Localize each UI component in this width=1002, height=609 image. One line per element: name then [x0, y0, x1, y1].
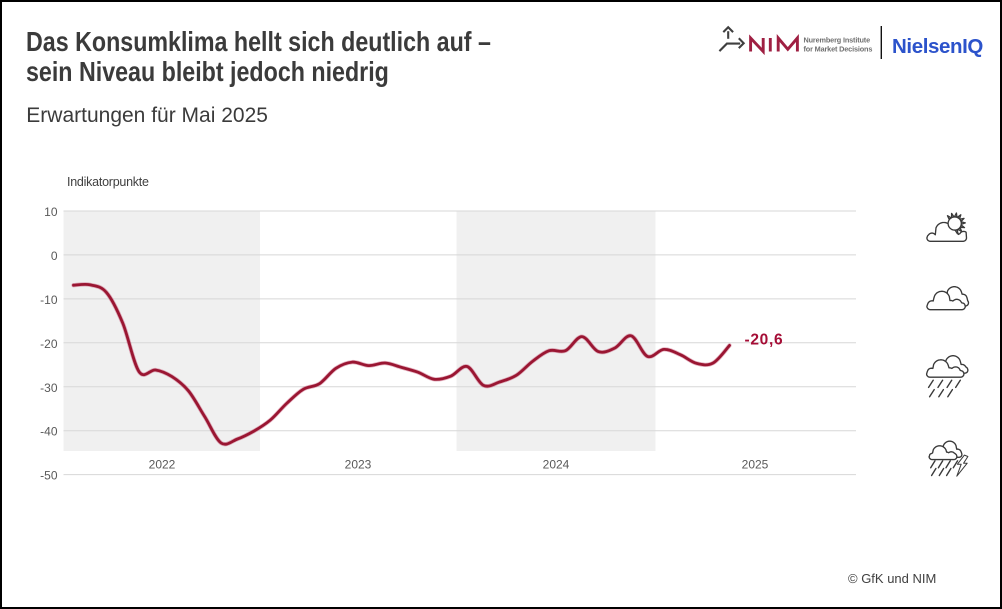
svg-text:-20: -20: [40, 337, 58, 351]
svg-text:-20,6: -20,6: [745, 332, 784, 349]
svg-text:for Market Decisions: for Market Decisions: [804, 44, 873, 53]
svg-text:-30: -30: [40, 381, 58, 395]
svg-text:Nuremberg Institute: Nuremberg Institute: [804, 36, 871, 45]
svg-text:2022: 2022: [149, 458, 176, 472]
svg-text:0: 0: [51, 249, 58, 263]
svg-text:10: 10: [44, 205, 58, 219]
svg-text:NielsenIQ: NielsenIQ: [892, 35, 983, 58]
svg-text:2025: 2025: [742, 458, 769, 472]
svg-text:2024: 2024: [543, 458, 570, 472]
svg-text:-10: -10: [40, 293, 58, 307]
svg-text:-50: -50: [40, 469, 58, 483]
svg-text:2023: 2023: [345, 458, 372, 472]
svg-text:-40: -40: [40, 425, 58, 439]
